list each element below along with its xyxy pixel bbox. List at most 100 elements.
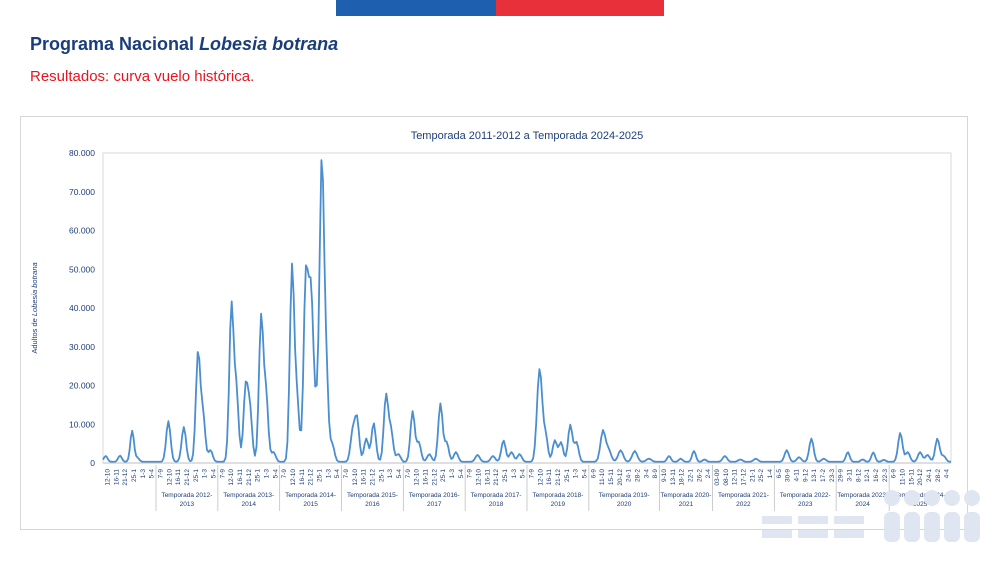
x-tick-label: 21-12 [246, 469, 253, 486]
season-label: Temporada 2024-2025 [895, 492, 946, 508]
y-tick-label: 10.000 [69, 419, 95, 429]
season-label: Temporada 2013-2014 [223, 492, 274, 508]
x-tick-label: 25-1 [502, 469, 509, 482]
x-tick-label: 20-12 [917, 469, 924, 486]
x-tick-label: 7-9 [157, 469, 164, 479]
page-title-plain: Programa Nacional [30, 34, 200, 54]
x-tick-label: 7-9 [219, 469, 226, 479]
x-tick-label: 12-10 [104, 469, 111, 486]
x-tick-label: 17-2 [820, 469, 827, 482]
x-tick-label: 25-1 [440, 469, 447, 482]
season-label: Temporada 2012-2013 [161, 492, 212, 508]
flag-red-stripe [496, 0, 664, 16]
x-tick-label: 9-12 [802, 469, 809, 482]
x-tick-label: 21-12 [555, 469, 562, 486]
x-tick-label: 24-1 [626, 469, 633, 482]
x-tick-label: 21-12 [369, 469, 376, 486]
x-tick-label: 25-1 [378, 469, 385, 482]
x-tick-label: 5-4 [149, 469, 156, 479]
x-tick-label: 5-4 [396, 469, 403, 479]
x-tick-label: 5-4 [458, 469, 465, 479]
x-tick-label: 12-10 [228, 469, 235, 486]
x-tick-label: 2-4 [705, 469, 712, 479]
x-tick-label: 22-3 [882, 469, 889, 482]
season-label: Temporada 2020-2021 [661, 492, 712, 508]
y-tick-label: 0 [90, 458, 95, 468]
x-tick-label: 12-10 [475, 469, 482, 486]
season-label: Temporada 2014-2015 [285, 492, 336, 508]
flight-curve-chart: Temporada 2011-2012 a Temporada 2024-202… [30, 130, 952, 511]
x-tick-label: 21-12 [308, 469, 315, 486]
x-tick-label: 16-11 [237, 469, 244, 486]
x-tick-label: 21-12 [184, 469, 191, 486]
x-tick-label: 5-4 [520, 469, 527, 479]
x-tick-label: 12-11 [732, 469, 739, 486]
x-tick-label: 3-4 [643, 469, 650, 479]
y-tick-label: 30.000 [69, 342, 95, 352]
x-tick-label: 1-3 [325, 469, 332, 479]
x-tick-label: 12-10 [290, 469, 297, 486]
x-tick-label: 29-9 [838, 469, 845, 482]
plot-area-border [102, 152, 952, 464]
x-tick-label: 7-9 [528, 469, 535, 479]
x-tick-label: 1-3 [140, 469, 147, 479]
x-tick-label: 12-10 [352, 469, 359, 486]
y-tick-label: 60.000 [69, 226, 95, 236]
x-tick-label: 5-4 [581, 469, 588, 479]
x-tick-label: 6-9 [891, 469, 898, 479]
x-tick-label: 7-9 [467, 469, 474, 479]
x-tick-label: 20-12 [617, 469, 624, 486]
y-axis-label: Adultos de Lobesia botrana [30, 262, 39, 353]
x-tick-label: 28-2 [634, 469, 641, 482]
x-tick-label: 08-10 [723, 469, 730, 486]
x-tick-label: 16-11 [546, 469, 553, 486]
chart-title: Temporada 2011-2012 a Temporada 2024-202… [411, 130, 644, 142]
x-tick-label: 4-4 [944, 469, 951, 479]
y-tick-label: 20.000 [69, 381, 95, 391]
x-tick-label: 1-3 [449, 469, 456, 479]
x-tick-label: 9-10 [661, 469, 668, 482]
y-tick-label: 50.000 [69, 264, 95, 274]
x-tick-label: 7-9 [343, 469, 350, 479]
page-title-species: Lobesia botrana [199, 34, 339, 54]
x-tick-label: 25-1 [564, 469, 571, 482]
y-tick-label: 40.000 [69, 303, 95, 313]
season-label: Temporada 2022-2023 [780, 492, 831, 508]
x-tick-label: 5-4 [210, 469, 217, 479]
x-tick-label: 21-12 [431, 469, 438, 486]
x-tick-label: 15-11 [608, 469, 615, 486]
x-tick-label: 28-2 [935, 469, 942, 482]
x-tick-label: 26-2 [696, 469, 703, 482]
x-tick-label: 5-4 [334, 469, 341, 479]
x-tick-label: 8-9 [652, 469, 659, 479]
x-tick-label: 23-3 [829, 469, 836, 482]
x-tick-label: 18-12 [679, 469, 686, 486]
x-tick-label: 21-12 [122, 469, 129, 486]
x-tick-label: 1-3 [387, 469, 394, 479]
x-tick-label: 25-1 [255, 469, 262, 482]
x-tick-label: 30-9 [785, 469, 792, 482]
x-tick-label: 7-9 [281, 469, 288, 479]
x-tick-label: 13-11 [670, 469, 677, 486]
x-tick-label: 16-11 [113, 469, 120, 486]
x-tick-label: 11-10 [899, 469, 906, 486]
x-tick-label: 1-3 [511, 469, 518, 479]
season-label: Temporada 2019-2020 [599, 492, 650, 508]
x-tick-label: 16-2 [873, 469, 880, 482]
x-tick-label: 16-11 [361, 469, 368, 486]
x-tick-label: 25-1 [316, 469, 323, 482]
x-tick-label: 21-1 [749, 469, 756, 482]
x-tick-label: 1-3 [202, 469, 209, 479]
season-label: Temporada 2017-2018 [471, 492, 522, 508]
x-tick-label: 12-1 [864, 469, 871, 482]
x-tick-label: 12-10 [537, 469, 544, 486]
x-tick-label: 13-1 [811, 469, 818, 482]
x-tick-label: 5-4 [272, 469, 279, 479]
season-label: Temporada 2023-2024 [837, 492, 888, 508]
flag-blue-stripe [336, 0, 496, 16]
x-tick-label: 17-12 [740, 469, 747, 486]
x-tick-label: 6-5 [776, 469, 783, 479]
x-tick-label: 1-4 [767, 469, 774, 479]
series-line [102, 159, 952, 463]
x-tick-label: 15-11 [908, 469, 915, 486]
